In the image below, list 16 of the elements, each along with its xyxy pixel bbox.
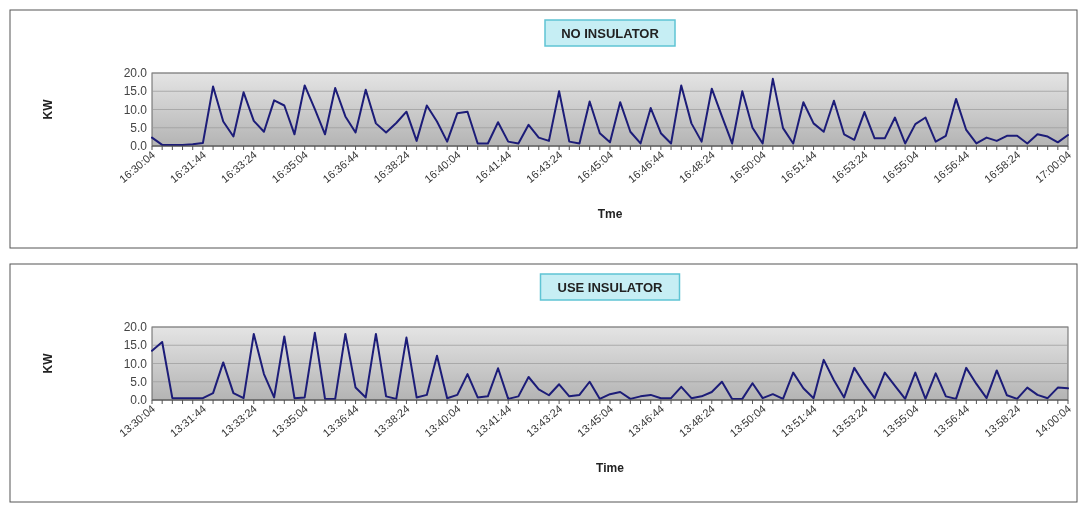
y-tick-label: 0.0 bbox=[130, 393, 148, 407]
y-tick-label: 0.0 bbox=[130, 139, 148, 153]
y-tick-label: 10.0 bbox=[123, 102, 148, 117]
y-tick-label: 20.0 bbox=[123, 66, 148, 80]
y-tick-label: 5.0 bbox=[130, 374, 148, 389]
x-axis-title: Time bbox=[596, 461, 625, 475]
y-tick-label: 15.0 bbox=[123, 338, 148, 353]
y-tick-label: 10.0 bbox=[123, 356, 148, 371]
y-tick-label: 20.0 bbox=[123, 320, 148, 334]
x-axis-title: Tme bbox=[597, 207, 623, 221]
y-tick-label: 15.0 bbox=[123, 84, 148, 99]
chart-title: NO INSULATOR bbox=[561, 26, 660, 41]
y-tick-label: 5.0 bbox=[130, 120, 148, 135]
y-axis-title: KW bbox=[41, 98, 55, 120]
chart-title: USE INSULATOR bbox=[557, 280, 664, 295]
y-axis-title: KW bbox=[41, 352, 55, 374]
